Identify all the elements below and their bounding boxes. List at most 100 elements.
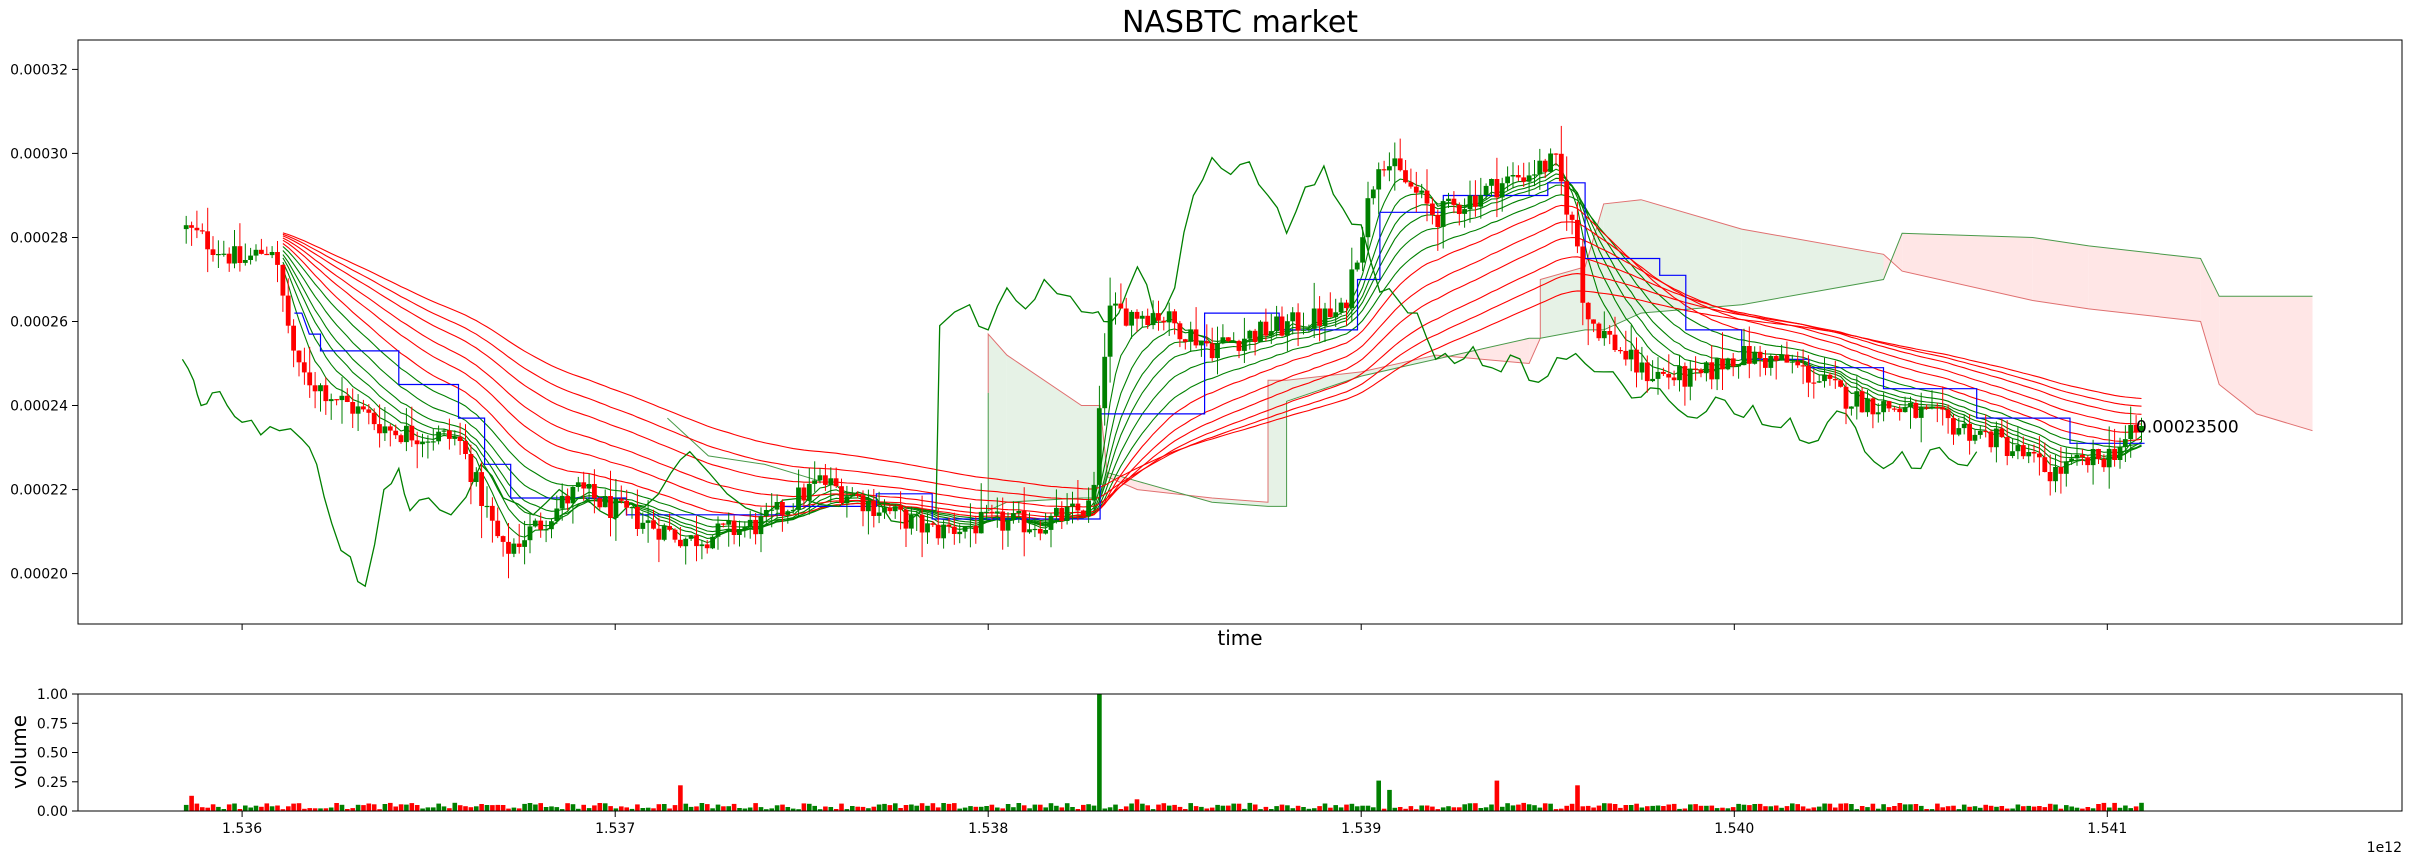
chart-title: NASBTC market — [1122, 5, 1358, 40]
candle-body — [1800, 365, 1806, 367]
candle-body — [301, 362, 307, 373]
candle-body — [371, 412, 377, 425]
candle-body — [554, 508, 560, 522]
volume-bar — [538, 803, 543, 811]
candle-body — [264, 253, 270, 256]
candle-body — [1591, 319, 1596, 324]
volume-bar — [1489, 804, 1494, 811]
volume-y-tick-label: 0.75 — [37, 716, 68, 732]
candle-body — [420, 441, 425, 445]
volume-bar — [1892, 806, 1897, 811]
volume-bar — [688, 806, 694, 811]
volume-bar — [785, 807, 791, 811]
candle-body — [1725, 358, 1731, 370]
candle-body — [1365, 198, 1371, 238]
candle-body — [1403, 170, 1408, 183]
volume-bar — [823, 806, 828, 811]
volume-bar — [302, 808, 307, 811]
volume-bar — [1322, 803, 1328, 811]
candle-body — [538, 520, 544, 530]
volume-bar — [747, 807, 753, 811]
candle-body — [1446, 198, 1451, 202]
volume-bar — [694, 806, 699, 811]
candle-body — [581, 482, 587, 489]
candle-body — [565, 495, 570, 504]
candle-body — [1515, 175, 1521, 178]
candle-body — [989, 511, 995, 514]
candle-body — [1408, 182, 1414, 187]
volume-bar — [1972, 806, 1978, 811]
candle-body — [1575, 219, 1580, 247]
volume-bar — [946, 803, 952, 811]
candle-body — [1290, 312, 1296, 322]
candle-body — [425, 441, 431, 443]
candle-body — [1279, 316, 1285, 336]
y-tick-label: 0.00020 — [10, 567, 68, 583]
volume-bar — [1290, 808, 1296, 811]
candle-body — [747, 519, 753, 527]
volume-bar — [1854, 809, 1860, 811]
candle-body — [1027, 529, 1032, 533]
volume-bar — [1365, 805, 1371, 811]
volume-bar — [2101, 802, 2107, 811]
candle-body — [221, 253, 227, 255]
volume-bar — [952, 803, 957, 811]
candle-body — [205, 231, 210, 250]
candle-body — [2085, 457, 2091, 466]
candle-body — [898, 506, 903, 510]
candle-body — [806, 483, 812, 501]
volume-bar — [1510, 805, 1516, 811]
volume-bar — [1123, 806, 1129, 811]
candle-body — [1091, 484, 1097, 501]
candle-body — [1752, 351, 1758, 364]
candle-body — [984, 511, 989, 513]
volume-bar — [1397, 807, 1403, 811]
volume-bar — [914, 805, 919, 811]
volume-bar — [1827, 803, 1833, 811]
volume-bar — [1118, 809, 1124, 811]
volume-bar — [2042, 807, 2048, 811]
volume-bar — [2128, 808, 2133, 811]
candle-body — [1156, 313, 1161, 321]
volume-bar — [839, 803, 844, 811]
cloud-segment — [1286, 371, 1362, 402]
volume-bar — [269, 806, 275, 811]
volume-bar — [1951, 805, 1956, 811]
candle-body — [962, 526, 968, 532]
candle-body — [903, 509, 909, 529]
volume-bar — [1435, 809, 1441, 811]
candle-body — [1811, 382, 1817, 384]
candle-body — [817, 475, 823, 481]
candle-body — [1263, 321, 1269, 336]
volume-bar — [1537, 807, 1543, 811]
candle-body — [2069, 458, 2074, 462]
candle-body — [522, 540, 527, 547]
volume-bar — [1623, 805, 1629, 811]
y-tick-label: 0.00022 — [10, 483, 68, 499]
candle-body — [1252, 330, 1258, 342]
candle-body — [447, 430, 452, 439]
cloud-segment — [2256, 296, 2313, 431]
candle-body — [1274, 316, 1279, 332]
volume-bar — [1553, 809, 1559, 811]
volume-bar — [452, 802, 458, 811]
cloud-segment — [1585, 203, 1604, 330]
candle-body — [1129, 311, 1134, 326]
volume-bar — [984, 806, 989, 811]
y-tick-label: 0.00026 — [10, 315, 68, 331]
candle-body — [463, 441, 468, 454]
volume-bar — [1677, 808, 1682, 811]
volume-bar — [1333, 805, 1338, 811]
volume-bar — [307, 808, 312, 811]
volume-bar — [1403, 808, 1408, 811]
volume-bar — [226, 804, 232, 811]
volume-bar — [1919, 805, 1924, 811]
candle-body — [2053, 467, 2058, 482]
volume-bar — [1757, 803, 1763, 811]
volume-bar — [393, 806, 398, 811]
candle-body — [1311, 308, 1317, 329]
volume-bar — [468, 807, 474, 811]
volume-bar — [1650, 805, 1655, 811]
candle-body — [1510, 175, 1516, 177]
candle-body — [602, 496, 608, 508]
